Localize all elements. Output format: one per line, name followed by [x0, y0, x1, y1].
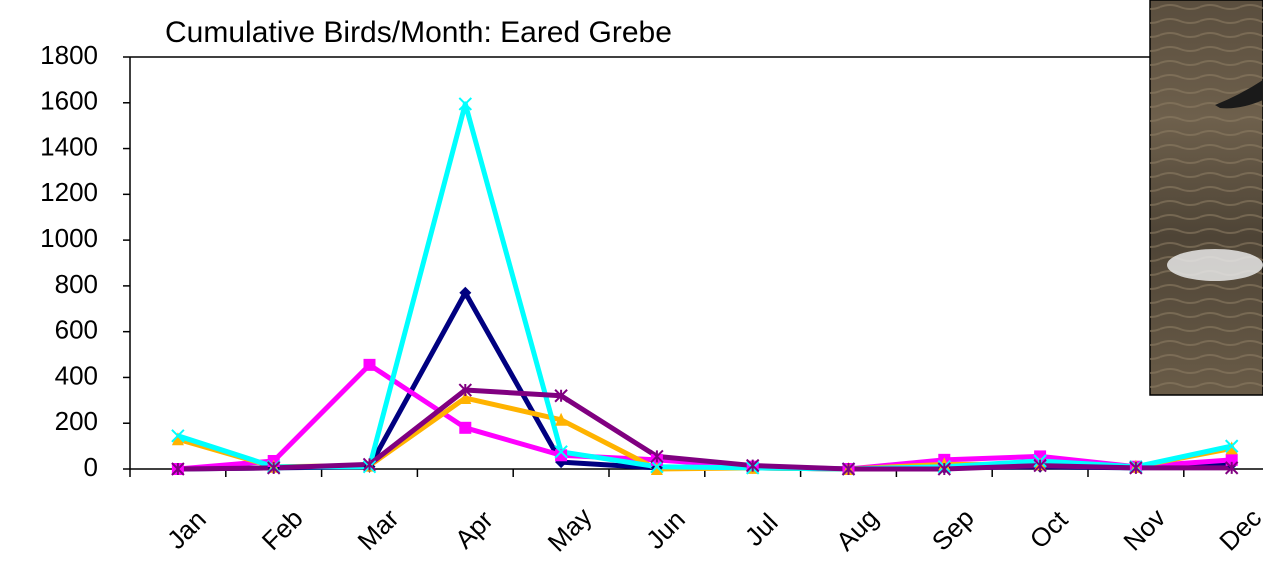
marker [1224, 461, 1239, 475]
marker [554, 389, 568, 403]
marker [362, 457, 377, 472]
marker [266, 461, 281, 475]
y-tick-label: 1200 [40, 177, 98, 207]
marker [937, 462, 952, 476]
marker [745, 458, 760, 473]
y-tick-label: 400 [55, 360, 98, 390]
marker [555, 412, 568, 426]
plot-area: 0 200 400 600 800 1000 1200 1400 1600 1800 Jan Feb M… [40, 40, 1263, 558]
y-tick-label: 1400 [40, 131, 98, 161]
marker [650, 449, 664, 464]
marker [554, 445, 568, 459]
y-tick-label: 0 [84, 452, 98, 482]
y-tick-label: 1800 [40, 40, 98, 70]
x-tick-label: Jan [161, 504, 212, 555]
marker [555, 449, 568, 462]
x-tick-label: Jun [640, 504, 691, 555]
marker [1129, 461, 1143, 475]
marker [458, 97, 473, 111]
marker [1225, 453, 1238, 466]
marker [841, 462, 856, 476]
x-tick-label: Oct [1024, 504, 1074, 554]
marker [459, 391, 472, 405]
x-tick-label: Apr [449, 504, 499, 554]
marker [363, 358, 376, 371]
chart-title: Cumulative Birds/Month: Eared Grebe [165, 16, 672, 49]
marker [1224, 439, 1239, 453]
y-tick-label: 1000 [40, 223, 98, 253]
y-tick-label: 1600 [40, 86, 98, 116]
y-tick-label: 800 [55, 269, 98, 299]
marker [650, 460, 664, 474]
marker [171, 462, 185, 476]
series-line [177, 387, 1232, 472]
marker [1034, 450, 1047, 463]
marker [171, 432, 184, 446]
x-tick-label: Dec [1213, 503, 1263, 557]
x-tick-label: Sep [926, 503, 980, 557]
marker [459, 286, 472, 299]
marker [458, 383, 473, 397]
x-tick-label: Jul [739, 507, 784, 552]
marker [171, 429, 185, 443]
marker [650, 462, 663, 475]
marker [1033, 458, 1047, 473]
x-tick-label: Feb [256, 503, 309, 556]
x-tick-label: Nov [1117, 503, 1171, 557]
x-tick-label: Mar [352, 503, 405, 556]
series-line [177, 290, 1232, 472]
x-tick-label: Aug [830, 503, 884, 557]
marker [1225, 441, 1238, 455]
photo [1149, 0, 1263, 396]
series-line [177, 101, 1233, 472]
y-tick-label: 600 [55, 315, 98, 345]
marker [459, 421, 472, 434]
x-tick-label: May [542, 502, 598, 558]
y-tick-label: 200 [55, 406, 98, 436]
series-line [177, 362, 1232, 472]
